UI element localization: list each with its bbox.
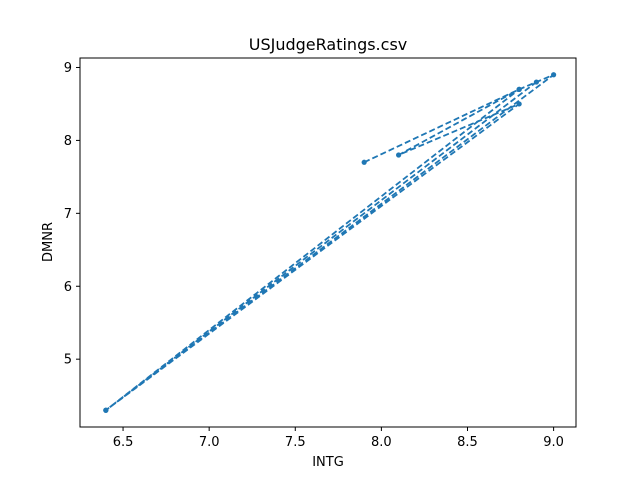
chart-title: USJudgeRatings.csv <box>249 35 408 54</box>
y-tick-label: 9 <box>64 61 72 76</box>
data-point <box>516 101 522 107</box>
plot-area <box>103 72 557 413</box>
y-tick-label: 5 <box>64 353 72 368</box>
data-point <box>103 407 109 413</box>
plot-frame <box>79 57 577 428</box>
y-axis: 5 6 7 8 9 <box>64 61 80 368</box>
x-tick-label: 9.0 <box>543 435 564 450</box>
x-axis: 6.5 7.0 7.5 8.0 8.5 9.0 <box>113 427 564 450</box>
y-tick-label: 6 <box>64 280 72 295</box>
x-tick-label: 7.5 <box>285 435 306 450</box>
x-tick-label: 6.5 <box>113 435 134 450</box>
x-tick-label: 8.5 <box>457 435 478 450</box>
y-axis-label: DMNR <box>41 222 56 262</box>
x-tick-label: 7.0 <box>199 435 220 450</box>
data-point <box>533 79 539 85</box>
y-tick-label: 7 <box>64 207 72 222</box>
data-point <box>396 152 402 158</box>
x-axis-label: INTG <box>312 455 344 470</box>
data-point <box>361 159 367 165</box>
data-point <box>551 72 557 78</box>
series-markers <box>103 72 557 413</box>
x-tick-label: 8.0 <box>371 435 392 450</box>
data-point <box>516 86 522 92</box>
y-tick-label: 8 <box>64 134 72 149</box>
